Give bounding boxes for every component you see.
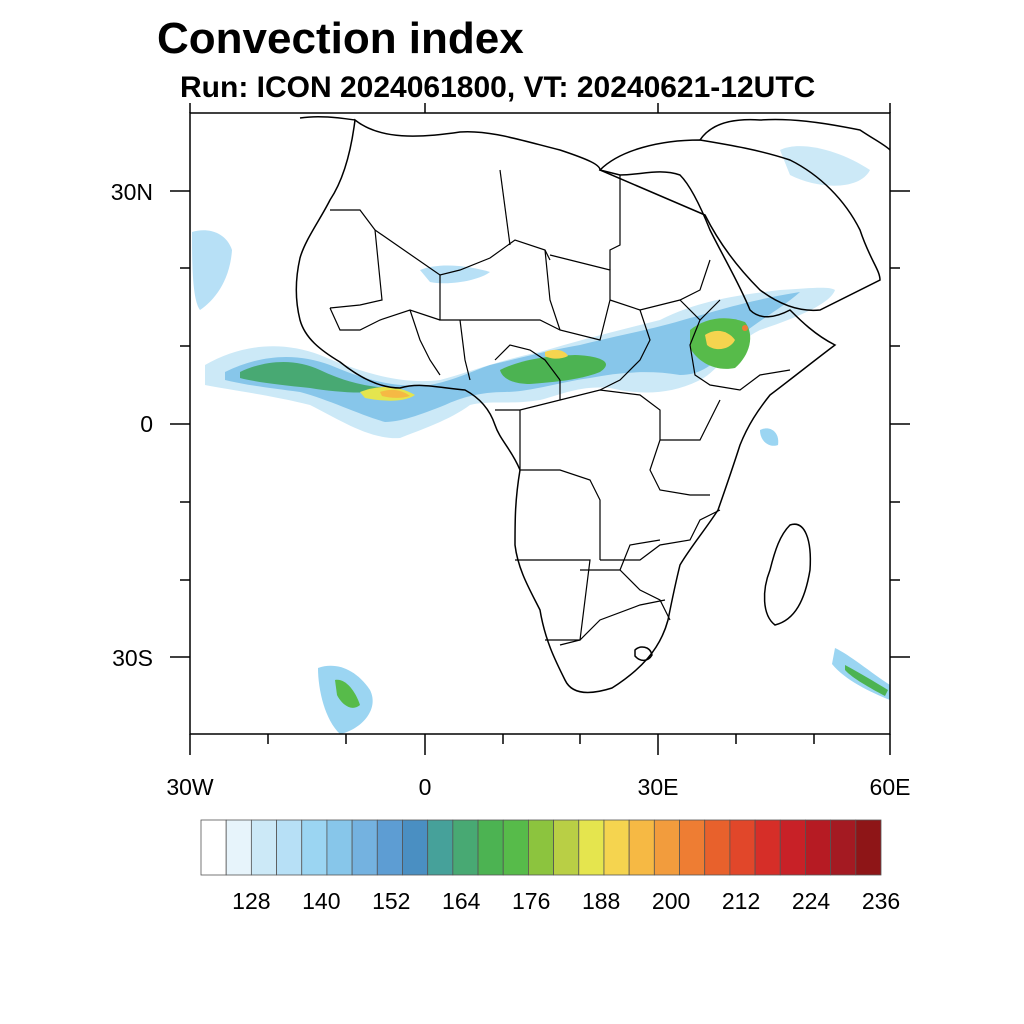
colorbar-swatch: [376, 819, 403, 876]
lon-label-0: 0: [418, 774, 432, 800]
colorbar-swatch: [578, 819, 605, 876]
colorbar-swatch: [704, 819, 731, 876]
colorbar-label: 176: [512, 888, 551, 914]
colorbar-swatch: [301, 819, 328, 876]
colorbar-label: 164: [442, 888, 481, 914]
convection-hotspot-guinea-gulf-core: [380, 389, 410, 398]
map-background: [190, 113, 890, 734]
lat-label-0: 0: [140, 411, 153, 437]
colorbar-label: 128: [232, 888, 271, 914]
colorbar-swatch: [628, 819, 655, 876]
lon-label-30w: 30W: [166, 774, 214, 800]
lat-label-30s: 30S: [112, 645, 153, 671]
chart-title: Convection index: [157, 14, 524, 63]
colorbar-swatch: [855, 819, 882, 876]
convection-core-west: [240, 361, 395, 393]
colorbar-swatch: [805, 819, 832, 876]
lesotho-border: [634, 646, 653, 662]
colorbar-swatch: [250, 819, 277, 876]
convection-hotspot-red: [742, 325, 748, 331]
colorbar-swatch: [351, 819, 378, 876]
colorbar-swatch: [653, 819, 680, 876]
colorbar-label: 224: [791, 888, 831, 914]
colorbar-label: 200: [651, 888, 691, 914]
convection-hotspot-central: [545, 349, 568, 359]
colorbar-swatch: [402, 819, 429, 876]
convection-core-south-atlantic: [335, 679, 360, 708]
colorbar-swatch: [326, 819, 353, 876]
convection-cell-west-atlantic: [192, 230, 232, 310]
colorbar-swatch: [729, 819, 756, 876]
lat-label-30n: 30N: [110, 179, 153, 205]
convection-core-southeast: [845, 665, 888, 696]
axis-ticks: [170, 103, 910, 755]
colorbar-swatch: [452, 819, 479, 876]
colorbar-swatch: [477, 819, 504, 876]
colorbar-swatch: [427, 819, 454, 876]
convection-cell-indian-ocean: [760, 428, 779, 446]
colorbar-label: 140: [302, 888, 341, 914]
colorbar-swatch: [200, 819, 227, 876]
convection-cell-sahara: [420, 265, 490, 284]
colorbar-label: 236: [861, 888, 901, 914]
colorbar-swatch: [603, 819, 630, 876]
africa-convection-map: [170, 103, 910, 755]
colorbar: [200, 819, 882, 876]
lon-label-30e: 30E: [637, 774, 679, 800]
convection-field: [192, 146, 890, 734]
colorbar-swatch: [553, 819, 580, 876]
colorbar-swatch: [779, 819, 806, 876]
convection-cell-arabia: [780, 146, 870, 186]
colorbar-label: 188: [581, 888, 621, 914]
colorbar-swatch: [225, 819, 252, 876]
mediterranean-east-coastline: [699, 118, 891, 151]
convection-core-central: [500, 355, 606, 384]
mediterranean-west-coastline: [299, 116, 356, 121]
colorbar-swatch: [679, 819, 706, 876]
colorbar-swatch: [754, 819, 781, 876]
convection-hotspot-ethiopia: [705, 330, 735, 350]
colorbar-label: 152: [372, 888, 411, 914]
colorbar-swatch: [276, 819, 303, 876]
colorbar-label: 212: [721, 888, 761, 914]
colorbar-swatch: [502, 819, 529, 876]
colorbar-swatch: [830, 819, 857, 876]
country-borders: [329, 169, 791, 646]
madagascar-coastline: [763, 523, 812, 626]
colorbar-swatch: [528, 819, 554, 876]
chart-subtitle: Run: ICON 2024061800, VT: 20240621-12UTC: [180, 71, 816, 104]
lon-label-60e: 60E: [869, 774, 911, 800]
